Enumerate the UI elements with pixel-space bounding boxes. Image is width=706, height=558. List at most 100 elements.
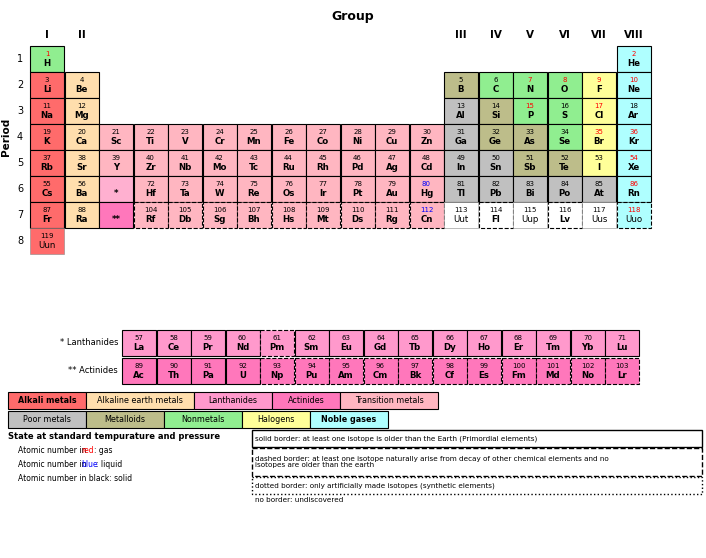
Bar <box>513 124 547 150</box>
Text: Atomic number in: Atomic number in <box>18 460 89 469</box>
Text: Li: Li <box>43 85 52 94</box>
Text: Ra: Ra <box>76 215 88 224</box>
Text: Cr: Cr <box>214 137 225 146</box>
Text: *: * <box>114 189 118 198</box>
Bar <box>194 392 272 409</box>
Text: VI: VI <box>559 30 570 40</box>
Text: O: O <box>561 85 568 94</box>
Bar <box>616 46 650 71</box>
Text: Np: Np <box>270 371 284 380</box>
Bar <box>294 358 328 383</box>
Text: V: V <box>181 137 189 146</box>
Text: 9: 9 <box>597 78 602 83</box>
Text: Ru: Ru <box>282 163 295 172</box>
Bar <box>547 124 582 150</box>
Text: 17: 17 <box>594 103 604 109</box>
Bar <box>122 358 156 383</box>
Text: 74: 74 <box>215 181 224 187</box>
Text: 37: 37 <box>42 156 52 161</box>
Bar <box>375 124 409 150</box>
Bar <box>86 411 164 428</box>
Bar <box>547 202 582 228</box>
Text: 10: 10 <box>629 78 638 83</box>
Bar <box>433 358 467 383</box>
Text: **: ** <box>112 215 121 224</box>
Bar <box>272 176 306 201</box>
Text: * Lanthanides: * Lanthanides <box>59 338 118 347</box>
Text: Rf: Rf <box>145 215 156 224</box>
Text: VII: VII <box>592 30 607 40</box>
Text: Uup: Uup <box>521 215 539 224</box>
Bar <box>582 98 616 123</box>
Bar <box>252 448 702 476</box>
Text: 50: 50 <box>491 156 500 161</box>
Text: Ho: Ho <box>477 343 491 352</box>
Text: Alkali metals: Alkali metals <box>18 396 76 405</box>
Text: IV: IV <box>490 30 502 40</box>
Bar <box>409 124 443 150</box>
Bar <box>616 150 650 176</box>
Text: solid border: at least one isotope is older than the Earth (Primordial elements): solid border: at least one isotope is ol… <box>255 435 537 442</box>
Text: Fe: Fe <box>283 137 294 146</box>
Text: F: F <box>596 85 602 94</box>
Text: 119: 119 <box>40 233 54 239</box>
Text: 101: 101 <box>546 363 560 369</box>
Text: No: No <box>581 371 594 380</box>
Bar <box>479 176 513 201</box>
Text: 8: 8 <box>562 78 567 83</box>
Text: Pb: Pb <box>489 189 502 198</box>
Text: 41: 41 <box>181 156 189 161</box>
Text: 66: 66 <box>445 335 454 341</box>
Bar <box>616 202 650 228</box>
Bar <box>375 176 409 201</box>
Text: 72: 72 <box>146 181 155 187</box>
Text: Al: Al <box>456 111 466 120</box>
Text: Th: Th <box>167 371 179 380</box>
Text: Si: Si <box>491 111 500 120</box>
Bar <box>433 330 467 355</box>
Text: 6: 6 <box>493 78 498 83</box>
Bar <box>444 72 478 98</box>
Bar <box>605 330 639 355</box>
Bar <box>260 330 294 355</box>
Text: 7: 7 <box>17 210 23 220</box>
Text: 115: 115 <box>523 208 537 213</box>
Text: Lr: Lr <box>617 371 627 380</box>
Bar <box>444 98 478 123</box>
Text: 85: 85 <box>594 181 604 187</box>
Text: Ce: Ce <box>167 343 179 352</box>
Text: 92: 92 <box>238 363 247 369</box>
Text: 3: 3 <box>44 78 49 83</box>
Text: 78: 78 <box>353 181 362 187</box>
Text: Hs: Hs <box>282 215 294 224</box>
Text: 89: 89 <box>135 363 143 369</box>
Text: C: C <box>492 85 498 94</box>
Text: Uuo: Uuo <box>625 215 642 224</box>
Text: Fm: Fm <box>511 371 526 380</box>
Bar <box>409 176 443 201</box>
Text: 5: 5 <box>459 78 463 83</box>
Text: 116: 116 <box>558 208 571 213</box>
Bar <box>30 46 64 71</box>
Text: 30: 30 <box>422 129 431 136</box>
Text: 87: 87 <box>42 208 52 213</box>
Bar <box>133 176 167 201</box>
Text: State at standard tempurature and pressure: State at standard tempurature and pressu… <box>8 432 220 441</box>
Text: Ag: Ag <box>385 163 398 172</box>
Bar <box>64 150 99 176</box>
Text: 88: 88 <box>77 208 86 213</box>
Text: Hg: Hg <box>420 189 433 198</box>
Bar <box>479 124 513 150</box>
Text: 97: 97 <box>410 363 419 369</box>
Text: 26: 26 <box>284 129 293 136</box>
Text: U: U <box>239 371 246 380</box>
Bar <box>513 72 547 98</box>
Text: 27: 27 <box>318 129 328 136</box>
Text: Po: Po <box>558 189 570 198</box>
Text: P: P <box>527 111 533 120</box>
Bar <box>513 202 547 228</box>
Text: 6: 6 <box>17 184 23 194</box>
Text: 22: 22 <box>146 129 155 136</box>
Text: Mg: Mg <box>74 111 89 120</box>
Text: 75: 75 <box>249 181 258 187</box>
